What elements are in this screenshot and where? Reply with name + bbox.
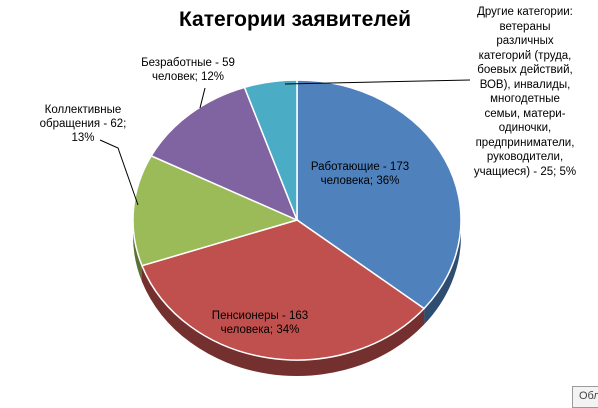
leader-line-other: [284, 79, 471, 85]
chart-title: Категории заявителей: [178, 8, 412, 31]
pie-slice-3: [150, 86, 299, 222]
pie-slice-4: [243, 79, 298, 221]
pie-slice-depth-2: [133, 220, 142, 282]
leader-line-collective: [99, 139, 139, 206]
pie-slice-1: [140, 219, 426, 361]
leader-line-unemployed: [199, 87, 206, 109]
data-label-unemployed: Безработные - 59 человек; 12%: [141, 57, 235, 83]
pie-slice-depth-1: [141, 265, 425, 376]
data-label-other: Другие категории: ветераны различных кат…: [473, 6, 577, 178]
pie-slice-2: [132, 154, 300, 267]
data-label-collective: Коллективные обращения - 62; 13%: [39, 104, 127, 144]
data-label-pensioners: Пенсионеры - 163 человека; 34%: [211, 310, 309, 336]
data-label-working: Работающие - 173 человека; 36%: [310, 161, 410, 187]
sheet-tab[interactable]: Обл: [572, 386, 598, 408]
pie-slice-0: [296, 79, 462, 310]
